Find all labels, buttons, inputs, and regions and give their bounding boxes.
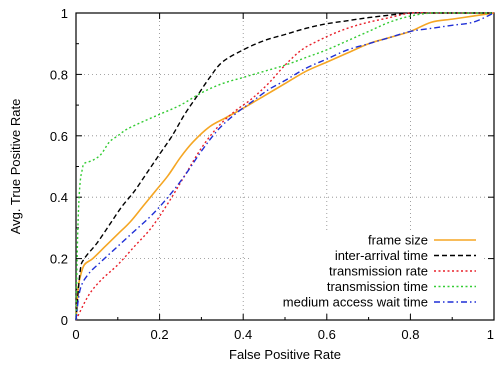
x-tick-label: 0 <box>72 327 79 342</box>
x-tick-label: 1 <box>487 327 494 342</box>
series-layer <box>75 11 495 321</box>
y-tick-label: 0 <box>61 313 68 328</box>
series-line-medium-access-wait-time <box>75 12 495 321</box>
y-tick-label: 0.2 <box>50 252 68 267</box>
legend-label-transmission-time: transmission time <box>327 279 428 294</box>
y-tick-label: 0.6 <box>50 129 68 144</box>
y-tick-label: 0.8 <box>50 67 68 82</box>
legend-label-medium-access-wait-time: medium access wait time <box>283 295 428 310</box>
x-tick-label: 0.8 <box>401 327 419 342</box>
x-tick-label: 0.6 <box>318 327 336 342</box>
x-tick-label: 0.4 <box>234 327 252 342</box>
x-tick-label: 0.2 <box>151 327 169 342</box>
axis-layer: 00 0.2 0.2 0.4 0.4 0.6 0.6 0.8 0.8 1 1 <box>50 6 495 342</box>
series-line-transmission-rate <box>75 11 494 321</box>
y-axis-title: Avg. True Positive Rate <box>8 99 23 235</box>
legend-label-inter-arrival-time: inter-arrival time <box>335 248 428 263</box>
y-tick-label: 0.4 <box>50 190 68 205</box>
y-tick-label: 1 <box>61 6 68 21</box>
legend-label-transmission-rate: transmission rate <box>329 264 428 279</box>
x-axis-title: False Positive Rate <box>229 347 341 362</box>
legend-label-frame-size: frame size <box>368 233 428 248</box>
